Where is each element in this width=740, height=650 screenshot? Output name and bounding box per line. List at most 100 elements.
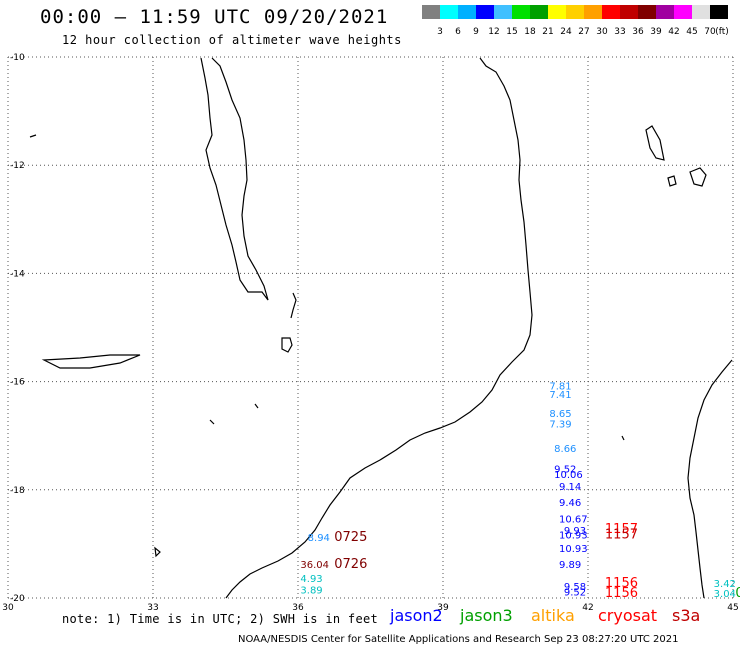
coastline-segment xyxy=(667,175,677,187)
wave-height-value: 36.04 xyxy=(300,560,329,571)
coastline-segment xyxy=(225,57,533,599)
legend-cryosat: cryosat xyxy=(598,606,658,625)
wave-height-value: 3.89 xyxy=(300,586,322,597)
coastline-segment xyxy=(687,359,733,599)
colorbar-label: 30 xyxy=(596,27,608,37)
pass-time-label: 0 xyxy=(735,586,740,601)
coastline-segment xyxy=(281,337,293,353)
wave-height-value: 10.67 xyxy=(559,514,588,525)
colorbar-swatch xyxy=(476,5,494,19)
colorbar-swatch xyxy=(512,5,530,19)
legend-s3a: s3a xyxy=(672,606,701,625)
pass-time-label: 0726 xyxy=(334,557,367,572)
colorbar-label: 15 xyxy=(506,27,518,37)
wave-height-value: 10.93 xyxy=(559,530,588,541)
colorbar-label: 3 xyxy=(437,27,443,37)
coastline-segment xyxy=(200,57,269,301)
colorbar-label: 45 xyxy=(686,27,698,37)
colorbar-swatch xyxy=(674,5,692,19)
wave-height-value: 9.93 xyxy=(564,526,586,537)
y-tick-label: -18 xyxy=(10,486,25,496)
y-tick-label: -12 xyxy=(10,161,25,171)
wave-height-value: 10.93 xyxy=(559,544,588,555)
colorbar-label: 9 xyxy=(473,27,479,37)
coastline-segment xyxy=(154,546,161,558)
coastline-segment xyxy=(621,435,625,441)
colorbar-label: 24 xyxy=(560,27,572,37)
map-subtitle: 12 hour collection of altimeter wave hei… xyxy=(62,33,402,47)
x-tick-label: 36 xyxy=(292,603,304,613)
colorbar-swatch xyxy=(422,5,440,19)
colorbar-swatch xyxy=(656,5,674,19)
colorbar-label: 21 xyxy=(542,27,554,37)
legend-jason3: jason3 xyxy=(460,606,513,625)
pass-time-label: 1157 xyxy=(605,522,638,537)
y-tick-label: -10 xyxy=(10,53,25,63)
colorbar-swatch xyxy=(620,5,638,19)
colorbar-swatch xyxy=(566,5,584,19)
wave-height-value: 3.04 xyxy=(714,589,736,600)
x-tick-label: 42 xyxy=(582,603,593,613)
wave-height-value: 8.94 xyxy=(308,533,330,544)
map-title: 00:00 – 11:59 UTC 09/20/2021 xyxy=(40,6,389,28)
legend-jason2: jason2 xyxy=(390,606,443,625)
wave-height-value: 3.42 xyxy=(714,579,736,590)
coastline-segment xyxy=(290,292,297,319)
colorbar-label: 39 xyxy=(650,27,662,37)
axis-ticks: 30 33 36 39 42 45 -10 -12 -14 -16 -18 -20 xyxy=(2,53,738,613)
coastline-segment xyxy=(689,167,707,187)
coastline-segment xyxy=(41,354,141,369)
colorbar-label: 36 xyxy=(632,27,644,37)
colorbar-swatch xyxy=(530,5,548,19)
x-tick-label: 30 xyxy=(2,603,14,613)
wave-height-value: 9.58 xyxy=(564,582,586,593)
pass-time-label: 1156 xyxy=(605,576,638,591)
wave-height-value: 9.52 xyxy=(554,464,576,475)
colorbar-swatch xyxy=(602,5,620,19)
footer-note: note: 1) Time is in UTC; 2) SWH is in fe… xyxy=(62,612,379,626)
colorbar-swatch xyxy=(710,5,728,19)
colorbar-label: 6 xyxy=(455,27,461,37)
wave-height-value: 7.41 xyxy=(549,390,571,401)
wave-height-value: 9.46 xyxy=(559,498,581,509)
pass-time-label: 1156 xyxy=(605,586,638,601)
coastline-segment xyxy=(254,403,259,409)
coastline-segment xyxy=(645,125,665,161)
coastline xyxy=(29,57,733,599)
colorbar-swatch xyxy=(458,5,476,19)
colorbar-label: 70 xyxy=(704,27,716,37)
colorbar-swatch xyxy=(494,5,512,19)
map-grid xyxy=(7,56,734,599)
pass-time-label: 0725 xyxy=(334,530,367,545)
colorbar-swatch xyxy=(548,5,566,19)
y-tick-label: -14 xyxy=(10,269,25,279)
legend-altika: altika xyxy=(531,606,575,625)
colorbar-label: (ft) xyxy=(715,27,729,37)
wave-height-value: 9.52 xyxy=(564,587,586,598)
x-tick-label: 45 xyxy=(727,603,738,613)
wave-observations: 7.817.418.657.398.669.5210.069.149.4610.… xyxy=(300,382,736,600)
x-tick-label: 33 xyxy=(147,603,158,613)
colorbar-swatch xyxy=(584,5,602,19)
wave-height-value: 8.65 xyxy=(549,409,571,420)
y-tick-label: -20 xyxy=(10,594,25,604)
wave-height-value: 10.06 xyxy=(554,470,583,481)
pass-time-label: 1157 xyxy=(605,527,638,542)
y-tick-label: -16 xyxy=(10,378,25,388)
colorbar-label: 27 xyxy=(578,27,590,37)
footer-credit: NOAA/NESDIS Center for Satellite Applica… xyxy=(238,634,679,645)
wave-height-value: 8.66 xyxy=(554,444,576,455)
colorbar-swatch xyxy=(692,5,710,19)
colorbar-swatch xyxy=(638,5,656,19)
colorbar-label: 33 xyxy=(614,27,626,37)
colorbar-label: 42 xyxy=(668,27,680,37)
coastline-segment xyxy=(29,134,37,138)
wave-height-value: 7.81 xyxy=(549,382,571,393)
coastline-segment xyxy=(209,419,215,425)
colorbar-label: 18 xyxy=(524,27,536,37)
x-tick-label: 39 xyxy=(437,603,449,613)
colorbar-swatch xyxy=(440,5,458,19)
wave-height-value: 9.89 xyxy=(559,560,581,571)
